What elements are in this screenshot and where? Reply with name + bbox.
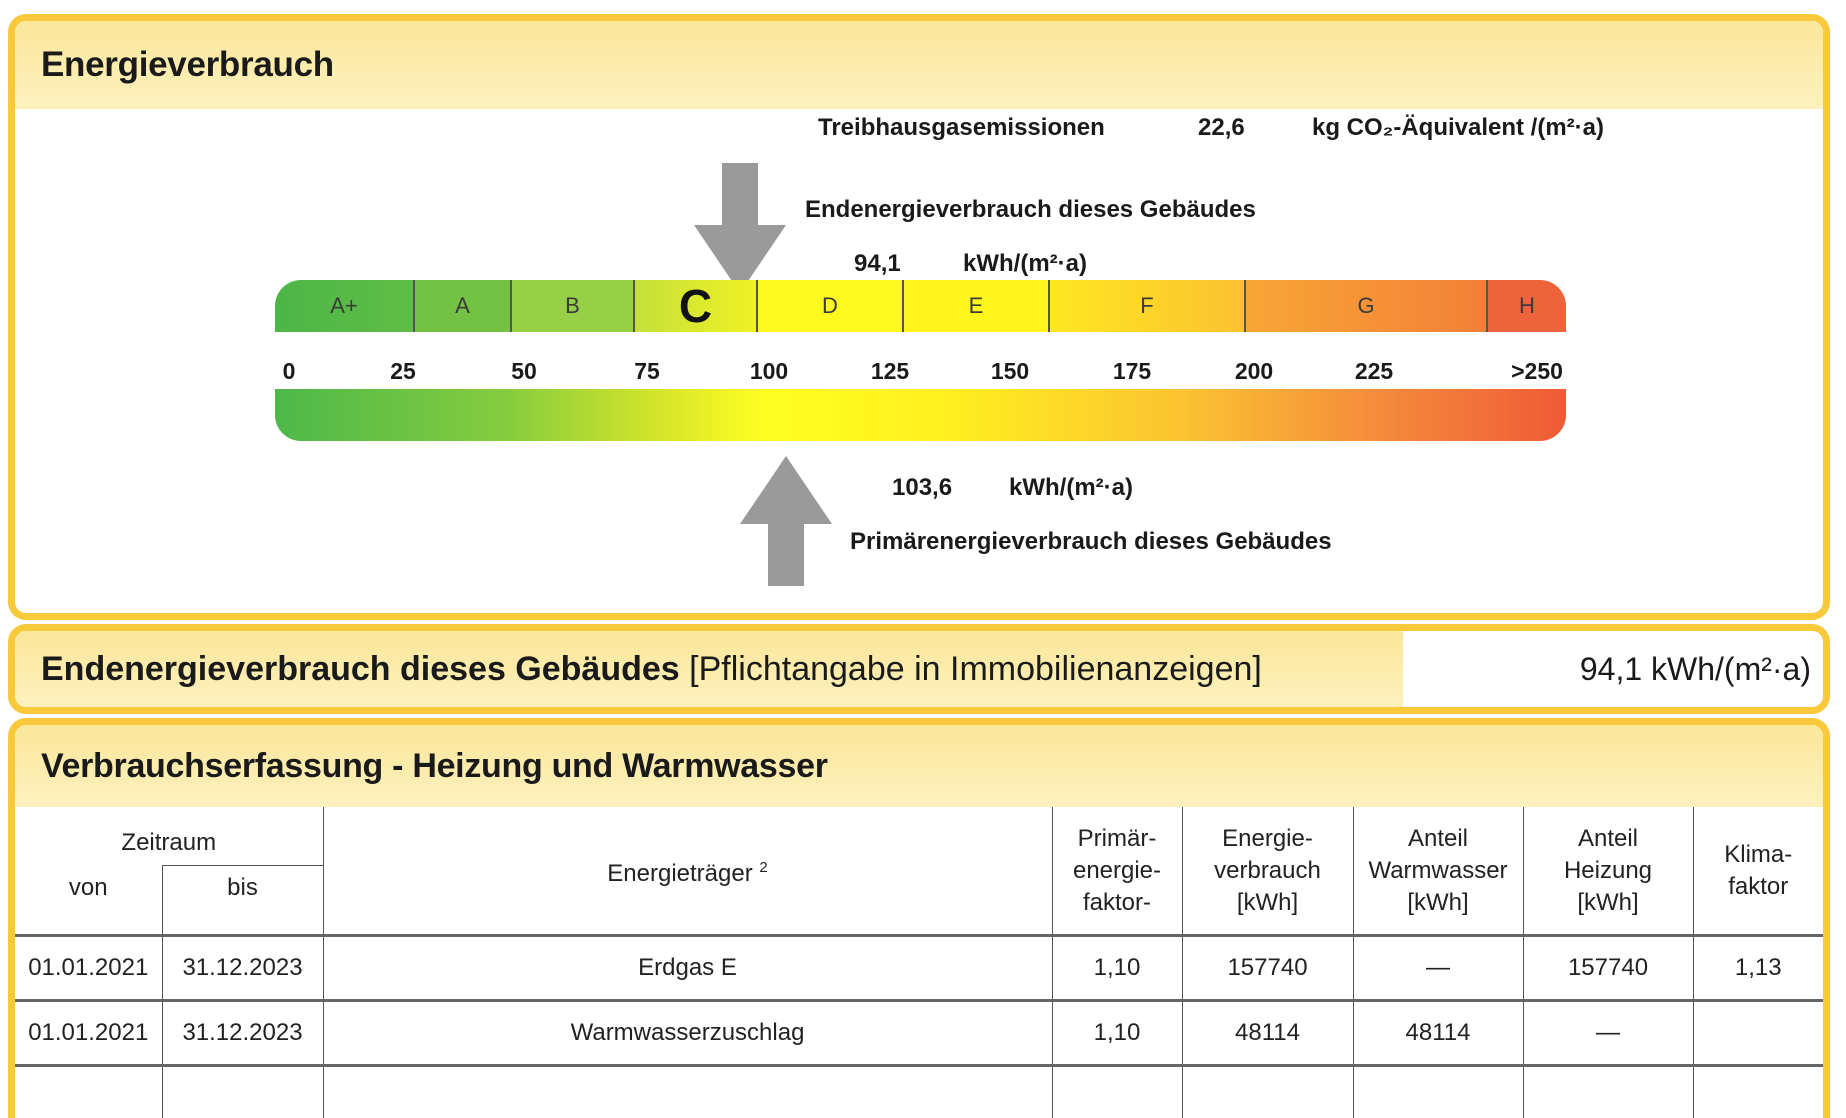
- final-energy-unit: kWh/(m²·a): [963, 250, 1087, 278]
- primary-energy-label: Primärenergieverbrauch dieses Gebäudes: [850, 528, 1332, 556]
- header-carrier-footnote: 2: [759, 859, 767, 876]
- cell-consumption: 157740: [1182, 936, 1353, 1001]
- header-heating-share: Anteil Heizung [kWh]: [1523, 807, 1693, 936]
- header-energy-consumption: Energie- verbrauch [kWh]: [1182, 807, 1353, 936]
- cell-heating: 157740: [1523, 936, 1693, 1001]
- header-hot-water-share: Anteil Warmwasser [kWh]: [1353, 807, 1523, 936]
- mandatory-value-panel: Endenergieverbrauch dieses Gebäudes [Pfl…: [8, 624, 1830, 714]
- header-pef-line3: faktor-: [1055, 887, 1180, 919]
- primary-energy-unit: kWh/(m²·a): [1009, 474, 1133, 502]
- header-cf-line1: Klima-: [1696, 839, 1822, 871]
- header-h-line1: Anteil: [1526, 823, 1691, 855]
- class-h: H: [1488, 280, 1566, 332]
- header-climate-factor: Klima- faktor: [1693, 807, 1823, 936]
- scale-ticks: 0 25 50 75 100 125 150 175 200 225 >250: [275, 358, 1566, 388]
- tick-225: 225: [1355, 358, 1393, 385]
- mandatory-label-bold: Endenergieverbrauch dieses Gebäudes: [41, 650, 680, 688]
- cell-carrier: Warmwasserzuschlag: [323, 1001, 1052, 1066]
- class-c-active: C: [635, 280, 758, 332]
- cell-carrier: Erdgas E: [323, 936, 1052, 1001]
- final-energy-label: Endenergieverbrauch dieses Gebäudes: [805, 196, 1256, 224]
- section-title: Energieverbrauch: [41, 45, 334, 85]
- cell-climate-factor: [1693, 1001, 1823, 1066]
- cell-hot-water: 48114: [1353, 1001, 1523, 1066]
- cell-heating: —: [1523, 1001, 1693, 1066]
- header-pef-line1: Primär-: [1055, 823, 1180, 855]
- mandatory-value-row: Endenergieverbrauch dieses Gebäudes [Pfl…: [15, 631, 1823, 707]
- header-primary-energy-factor: Primär- energie- faktor-: [1052, 807, 1182, 936]
- cell-hot-water: —: [1353, 936, 1523, 1001]
- table-row: 01.01.2021 31.12.2023 Warmwasserzuschlag…: [15, 1001, 1823, 1066]
- tick-125: 125: [871, 358, 909, 385]
- class-e: E: [904, 280, 1050, 332]
- energy-class-scale: A+ A B C D E F G H: [275, 280, 1566, 332]
- header-h-line2: Heizung: [1526, 855, 1691, 887]
- cell-from: 01.01.2021: [15, 936, 162, 1001]
- final-energy-arrow-icon: [692, 163, 788, 293]
- tick-250-plus: >250: [1511, 358, 1563, 385]
- table-row-empty: [15, 1066, 1823, 1118]
- ghg-unit: kg CO₂-Äquivalent /(m²·a): [1312, 114, 1604, 142]
- tick-175: 175: [1113, 358, 1151, 385]
- consumption-title: Verbrauchserfassung - Heizung und Warmwa…: [41, 747, 828, 786]
- header-carrier-label: Energieträger: [607, 860, 752, 887]
- header-ww-line3: [kWh]: [1356, 887, 1521, 919]
- header-carrier: Energieträger 2: [323, 807, 1052, 936]
- tick-75: 75: [634, 358, 660, 385]
- class-g: G: [1246, 280, 1488, 332]
- table-row: 01.01.2021 31.12.2023 Erdgas E 1,10 1577…: [15, 936, 1823, 1001]
- consumption-panel: Verbrauchserfassung - Heizung und Warmwa…: [8, 718, 1830, 1118]
- cell-consumption: 48114: [1182, 1001, 1353, 1066]
- cell-to: 31.12.2023: [162, 936, 323, 1001]
- mandatory-label-note: [Pflichtangabe in Immobilienanzeigen]: [689, 650, 1262, 688]
- consumption-header: Verbrauchserfassung - Heizung und Warmwa…: [15, 725, 1823, 807]
- tick-50: 50: [511, 358, 537, 385]
- tick-200: 200: [1235, 358, 1273, 385]
- header-cf-line2: faktor: [1696, 871, 1822, 903]
- tick-100: 100: [750, 358, 788, 385]
- ghg-value: 22,6: [1198, 114, 1245, 142]
- energy-gradient-bar: [275, 389, 1566, 441]
- header-h-line3: [kWh]: [1526, 887, 1691, 919]
- header-to: bis: [162, 866, 323, 936]
- cell-from: 01.01.2021: [15, 1001, 162, 1066]
- cell-climate-factor: 1,13: [1693, 936, 1823, 1001]
- cell-pef: 1,10: [1052, 1001, 1182, 1066]
- header-from: von: [15, 866, 162, 936]
- header-ec-line1: Energie-: [1185, 823, 1351, 855]
- class-f: F: [1050, 280, 1246, 332]
- energy-consumption-header: Energieverbrauch: [15, 21, 1823, 109]
- header-ww-line1: Anteil: [1356, 823, 1521, 855]
- cell-pef: 1,10: [1052, 936, 1182, 1001]
- class-a: A: [415, 280, 512, 332]
- consumption-table: Zeitraum Energieträger 2 Primär- energie…: [15, 807, 1823, 1118]
- class-a-plus: A+: [275, 280, 415, 332]
- header-period: Zeitraum: [15, 807, 323, 866]
- mandatory-label: Endenergieverbrauch dieses Gebäudes [Pfl…: [41, 650, 1262, 689]
- primary-energy-value: 103,6: [892, 474, 952, 502]
- header-ec-line3: [kWh]: [1185, 887, 1351, 919]
- class-d: D: [758, 280, 904, 332]
- primary-energy-arrow-icon: [738, 456, 834, 586]
- mandatory-value: 94,1 kWh/(m²·a): [1403, 631, 1823, 707]
- final-energy-value: 94,1: [854, 250, 901, 278]
- cell-to: 31.12.2023: [162, 1001, 323, 1066]
- header-pef-line2: energie-: [1055, 855, 1180, 887]
- class-b: B: [512, 280, 635, 332]
- header-ww-line2: Warmwasser: [1356, 855, 1521, 887]
- header-ec-line2: verbrauch: [1185, 855, 1351, 887]
- tick-0: 0: [283, 358, 296, 385]
- ghg-label: Treibhausgasemissionen: [818, 114, 1105, 142]
- tick-25: 25: [390, 358, 416, 385]
- tick-150: 150: [991, 358, 1029, 385]
